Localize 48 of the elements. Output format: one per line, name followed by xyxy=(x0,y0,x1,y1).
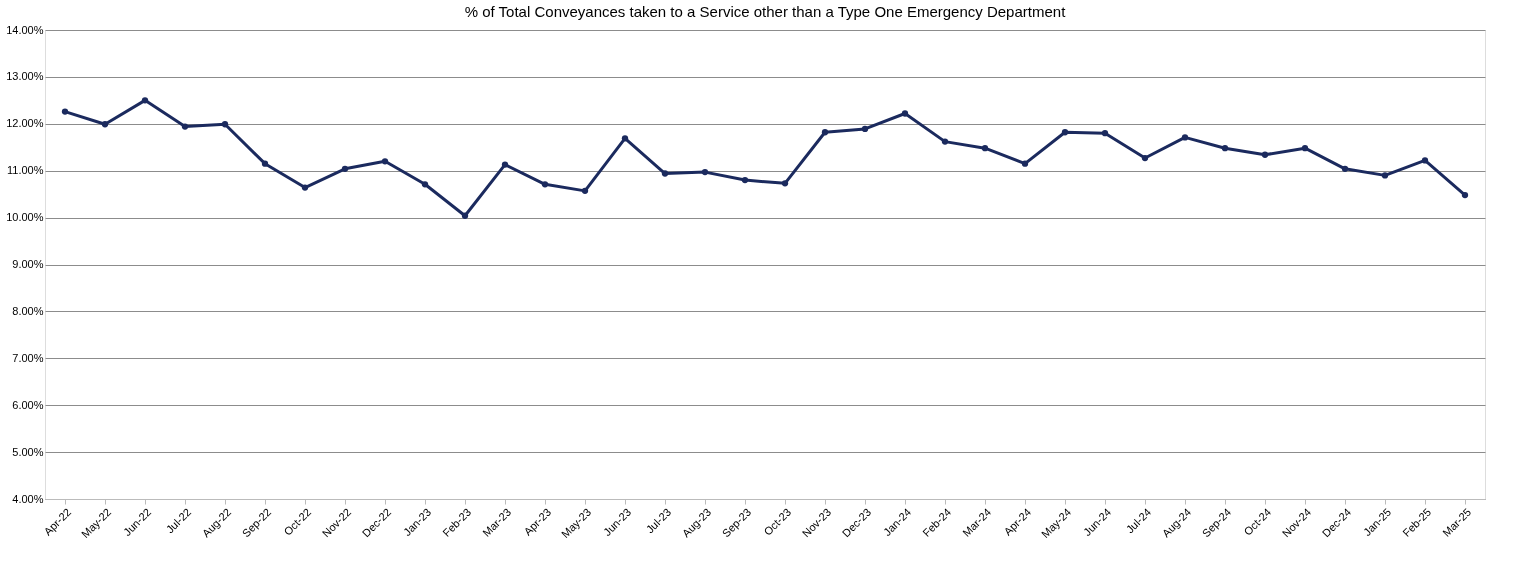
y-tick-label: 4.00% xyxy=(12,492,44,505)
y-tick-label: 9.00% xyxy=(12,258,44,270)
point xyxy=(261,160,269,167)
point xyxy=(821,129,829,136)
point xyxy=(1101,130,1109,137)
point xyxy=(1301,145,1309,152)
point xyxy=(501,161,509,168)
y-tick-label: 7.00% xyxy=(12,351,44,364)
point xyxy=(1181,134,1189,141)
point xyxy=(1421,157,1429,164)
point xyxy=(181,123,189,130)
point xyxy=(1381,172,1389,179)
point xyxy=(61,108,69,115)
y-tick-label: 12.00% xyxy=(6,117,44,130)
point xyxy=(741,176,749,184)
point xyxy=(861,125,869,133)
chart-title: % of Total Conveyances taken to a Service other than a Type One Emergency Department xyxy=(464,3,1067,20)
point xyxy=(1341,165,1349,172)
point xyxy=(621,135,629,142)
point xyxy=(981,145,989,152)
point xyxy=(1021,160,1029,167)
y-tick-label: 6.00% xyxy=(12,398,44,411)
point xyxy=(1141,154,1149,162)
y-tick-label: 13.00% xyxy=(6,70,44,83)
point xyxy=(581,187,589,195)
y-tick-label: 10.00% xyxy=(6,211,44,224)
point xyxy=(541,181,549,188)
point xyxy=(1461,191,1469,199)
point xyxy=(421,181,429,188)
point xyxy=(381,158,389,165)
point xyxy=(661,170,669,177)
y-tick-label: 5.00% xyxy=(12,445,44,458)
point xyxy=(901,110,909,117)
point xyxy=(701,168,709,176)
y-tick-label: 11.00% xyxy=(7,164,44,177)
point xyxy=(221,121,229,128)
point xyxy=(1061,129,1069,136)
point xyxy=(141,97,149,104)
point xyxy=(1261,151,1269,158)
point xyxy=(941,138,949,145)
point xyxy=(101,121,109,128)
point xyxy=(781,180,789,187)
point xyxy=(1221,145,1229,152)
y-tick-label: 8.00% xyxy=(12,304,44,317)
point xyxy=(341,165,349,172)
point xyxy=(461,212,469,219)
y-tick-label: 14.00% xyxy=(6,23,44,36)
point xyxy=(301,184,309,191)
